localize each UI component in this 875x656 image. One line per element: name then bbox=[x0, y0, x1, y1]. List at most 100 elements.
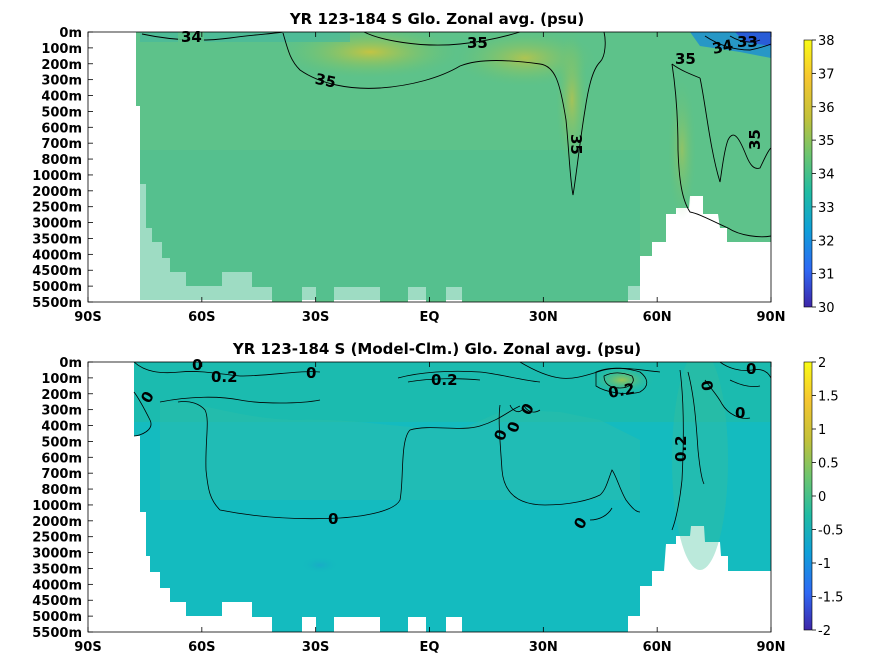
panel1-colorbar-tick-label: 34 bbox=[818, 168, 835, 183]
panel1-shade-nordic bbox=[668, 80, 696, 220]
panel1-xtick-label: 60S bbox=[188, 310, 215, 325]
panel2-ytick-label: 800m bbox=[41, 483, 82, 498]
panel1-ytick-label: 3000m bbox=[32, 217, 82, 232]
panel1-ytick-label: 5000m bbox=[32, 280, 82, 295]
panel2-ytick-label: 100m bbox=[41, 372, 82, 387]
panel2-contour-label: 0 bbox=[192, 356, 202, 374]
panel2-colorbar-tick-label: -1.5 bbox=[818, 591, 843, 606]
panel1-xtick-label: 90N bbox=[757, 310, 786, 325]
panel1-contour-label-bg bbox=[178, 32, 204, 44]
panel2-colorbar-ticks: -2 -1.5 -1 -0.5 0 0.5 1 1.5 2 bbox=[812, 356, 843, 639]
panel1-xtick-label: 60N bbox=[643, 310, 672, 325]
panel1-colorbar-tick-label: 36 bbox=[818, 101, 835, 116]
panel2-contour-label: 0 bbox=[697, 379, 717, 392]
panel2-xtick-label: 90S bbox=[74, 640, 101, 655]
panel1-ytick-label: 2000m bbox=[32, 185, 82, 200]
panel1-ytick-label: 100m bbox=[41, 42, 82, 57]
panel2-ytick-label: 0m bbox=[59, 356, 82, 371]
panel2-ytick-label: 3000m bbox=[32, 547, 82, 562]
panel2-ytick-label: 600m bbox=[41, 451, 82, 466]
panel2-colorbar-tick-label: 0 bbox=[818, 490, 826, 505]
panel1-ytick-label: 200m bbox=[41, 58, 82, 73]
panel1-contour-label: 35 bbox=[675, 50, 696, 68]
panel1-shade-deep bbox=[140, 150, 640, 300]
salinity-panel: YR 123-184 S Glo. Zonal avg. (psu) bbox=[32, 10, 834, 325]
panel1-contour-label: 35 bbox=[313, 70, 337, 92]
panel1-ytick-label: 400m bbox=[41, 90, 82, 105]
panel1-ytick-label: 500m bbox=[41, 105, 82, 120]
panel1-colorbar bbox=[803, 39, 813, 308]
panel2-xtick-label: 30S bbox=[302, 640, 329, 655]
panel2-contour-label: 0 bbox=[735, 404, 745, 422]
panel2-colorbar-tick-label: -0.5 bbox=[818, 524, 843, 539]
panel1-contour-label: 33 bbox=[737, 33, 758, 51]
panel1-colorbar-tick-label: 31 bbox=[818, 268, 835, 283]
panel2-field bbox=[133, 362, 771, 632]
panel1-contour-label: 34 bbox=[181, 28, 202, 46]
panel2-ytick-label: 200m bbox=[41, 388, 82, 403]
panel1-colorbar-ticks: 30 31 32 33 34 35 36 37 38 bbox=[812, 34, 835, 316]
panel2-shade-warm-anomaly bbox=[590, 366, 654, 394]
panel2-ytick-label: 1000m bbox=[32, 499, 82, 514]
panel2-ytick-label: 4500m bbox=[32, 594, 82, 609]
panel1-shade-arctic-darkest bbox=[735, 32, 771, 46]
panel2-ytick-label: 500m bbox=[41, 435, 82, 450]
panel1-xtick-label: 90S bbox=[74, 310, 101, 325]
panel1-shade-warm-core bbox=[280, 32, 460, 78]
panel2-colorbar-tick-label: -1 bbox=[818, 557, 831, 572]
panel1-colorbar-tick-label: 32 bbox=[818, 234, 835, 249]
panel1-shade-atlantic bbox=[556, 32, 588, 170]
panel1-ytick-label: 300m bbox=[41, 74, 82, 89]
panel1-contour-label: 35 bbox=[467, 34, 488, 52]
panel1-shade-fresh-surface bbox=[140, 32, 350, 42]
panel2-contour-label: 0 bbox=[328, 510, 338, 528]
panel1-xtick-label: 30N bbox=[529, 310, 558, 325]
panel1-ytick-label: 3500m bbox=[32, 232, 82, 247]
anomaly-panel: YR 123-184 S (Model-Clm.) Glo. Zonal avg… bbox=[32, 340, 843, 655]
panel1-yticks: 0m100m200m300m400m500m600m700m800m1000m2… bbox=[32, 26, 93, 311]
panel1-ytick-label: 800m bbox=[41, 153, 82, 168]
panel1-colorbar-tick-label: 30 bbox=[818, 301, 835, 316]
panel2-contour-label: 0 bbox=[746, 360, 756, 378]
panel2-xticks: 90S 60S 30S EQ 30N 60N 90N bbox=[74, 362, 785, 655]
panel1-contour-label: 34 bbox=[711, 36, 735, 58]
panel2-contour-label: 0 bbox=[306, 364, 316, 382]
panel2-xtick-label: 90N bbox=[757, 640, 786, 655]
panel1-field bbox=[136, 32, 771, 302]
panel2-xtick-label: 60N bbox=[643, 640, 672, 655]
panel2-contours bbox=[133, 362, 771, 531]
panel2-contour-label: 0.2 bbox=[211, 368, 238, 386]
panel1-xtick-label: EQ bbox=[420, 310, 440, 325]
panel2-contour-label: 0.2 bbox=[607, 380, 636, 402]
panel2-yticks: 0m100m200m300m400m500m600m700m800m1000m2… bbox=[32, 356, 93, 641]
panel2-ocean-field bbox=[134, 362, 771, 632]
panel2-ytick-label: 4000m bbox=[32, 578, 82, 593]
panel2-title: YR 123-184 S (Model-Clm.) Glo. Zonal avg… bbox=[232, 340, 641, 358]
panel2-ytick-label: 5500m bbox=[32, 626, 82, 641]
panel1-xticks: 90S 60S 30S EQ 30N 60N 90N bbox=[74, 32, 785, 325]
panel1-colorbar-tick-label: 33 bbox=[818, 201, 835, 216]
panel1-title: YR 123-184 S Glo. Zonal avg. (psu) bbox=[289, 10, 584, 28]
panel1-ytick-label: 1000m bbox=[32, 169, 82, 184]
panel1-colorbar-tick-label: 37 bbox=[818, 67, 835, 82]
panel2-xtick-label: 30N bbox=[529, 640, 558, 655]
panel1-xtick-label: 30S bbox=[302, 310, 329, 325]
panel2-ytick-label: 300m bbox=[41, 404, 82, 419]
panel2-colorbar-tick-label: 2 bbox=[818, 356, 826, 371]
panel2-contour-label: 0.2 bbox=[431, 371, 458, 389]
panel2-ytick-label: 2500m bbox=[32, 531, 82, 546]
panel1-ytick-label: 700m bbox=[41, 137, 82, 152]
panel1-ytick-label: 600m bbox=[41, 121, 82, 136]
panel2-colorbar-tick-label: 1 bbox=[818, 423, 826, 438]
panel1-ytick-label: 4500m bbox=[32, 264, 82, 279]
panel1-colorbar-tick-label: 38 bbox=[818, 34, 835, 49]
panel2-colorbar-tick-label: 1.5 bbox=[818, 390, 839, 405]
panel2-colorbar bbox=[803, 361, 813, 631]
panel2-ytick-label: 400m bbox=[41, 420, 82, 435]
panel2-xtick-label: EQ bbox=[420, 640, 440, 655]
panel2-contour-label: 0.2 bbox=[672, 435, 690, 462]
panel1-ytick-label: 0m bbox=[59, 26, 82, 41]
panel1-contours bbox=[141, 32, 771, 238]
panel1-colorbar-tick-label: 35 bbox=[818, 134, 835, 149]
